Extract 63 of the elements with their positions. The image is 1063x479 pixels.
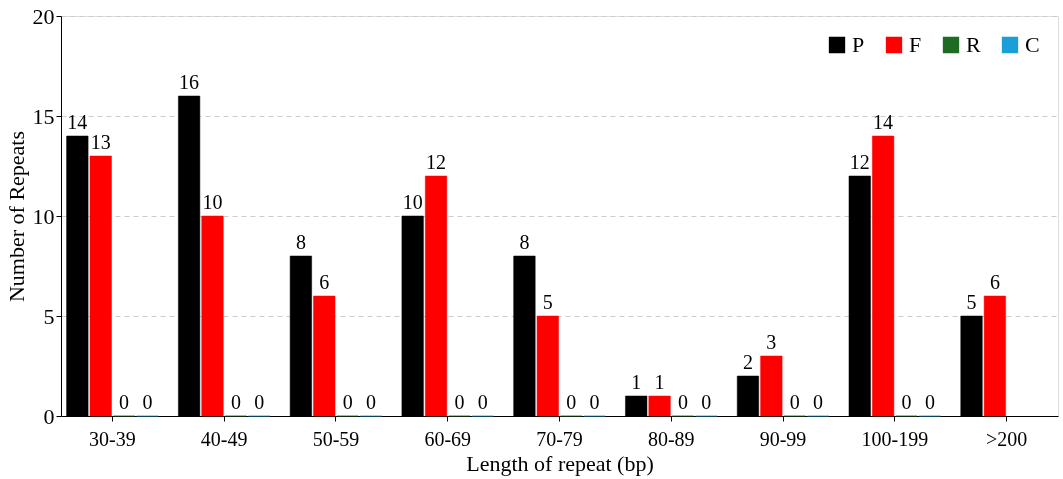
data-label: 0 [454,391,465,413]
legend-label: R [966,32,981,57]
data-label: 5 [542,291,553,313]
x-tick-label: 70-79 [536,427,583,450]
data-label: 6 [989,271,1000,293]
bar [872,135,895,417]
data-label: 0 [366,391,377,413]
data-label: 5 [966,291,977,313]
data-label: 14 [873,111,894,133]
data-label: 0 [230,391,241,413]
data-label: 0 [142,391,153,413]
bar [983,295,1006,417]
bar [425,175,448,417]
data-label: 2 [742,351,753,373]
legend-label: P [852,32,865,57]
data-label: 0 [342,391,353,413]
data-label: 3 [766,331,777,353]
data-label: 0 [254,391,265,413]
y-tick-label: 0 [43,403,55,429]
data-label: 14 [67,111,88,133]
data-label: 1 [654,371,665,393]
data-label: 0 [901,391,912,413]
y-axis-title: Number of Repeats [3,130,29,303]
x-tick-label: >200 [985,427,1028,450]
data-label: 10 [402,191,423,213]
data-label: 10 [202,191,223,213]
data-label: 12 [849,151,870,173]
data-label: 0 [566,391,577,413]
bar [536,315,559,417]
data-label: 0 [119,391,130,413]
data-label: 0 [701,391,712,413]
data-label: 6 [319,271,330,293]
bar [89,155,112,417]
x-tick-label: 50-59 [312,427,360,450]
data-label: 0 [789,391,800,413]
data-label: 0 [677,391,688,413]
bar [201,215,224,417]
bar [760,355,783,417]
data-label: 0 [924,391,935,413]
x-tick-label: 80-89 [647,427,695,450]
x-tick-label: 60-69 [424,427,472,450]
data-label: 1 [631,371,642,393]
x-tick-label: 30-39 [89,427,136,450]
data-label: 13 [90,131,111,153]
x-tick-label: 100-199 [861,427,929,450]
data-label: 0 [589,391,600,413]
bar [648,395,671,417]
data-label: 0 [477,391,488,413]
data-label: 12 [426,151,447,173]
y-tick-label: 20 [32,3,55,29]
bar [313,295,336,417]
legend-label: C [1025,32,1040,57]
data-label: 16 [179,71,200,93]
x-axis-title: Length of repeat (bp) [466,450,654,476]
legend-label: F [909,32,922,57]
y-tick-label: 10 [32,203,55,229]
x-tick-label: 90-99 [759,427,807,450]
data-label: 0 [813,391,824,413]
data-label: 8 [519,231,530,253]
data-label: 8 [295,231,306,253]
y-tick-label: 5 [43,303,55,329]
x-tick-label: 40-49 [200,427,248,450]
y-tick-label: 15 [32,103,55,129]
